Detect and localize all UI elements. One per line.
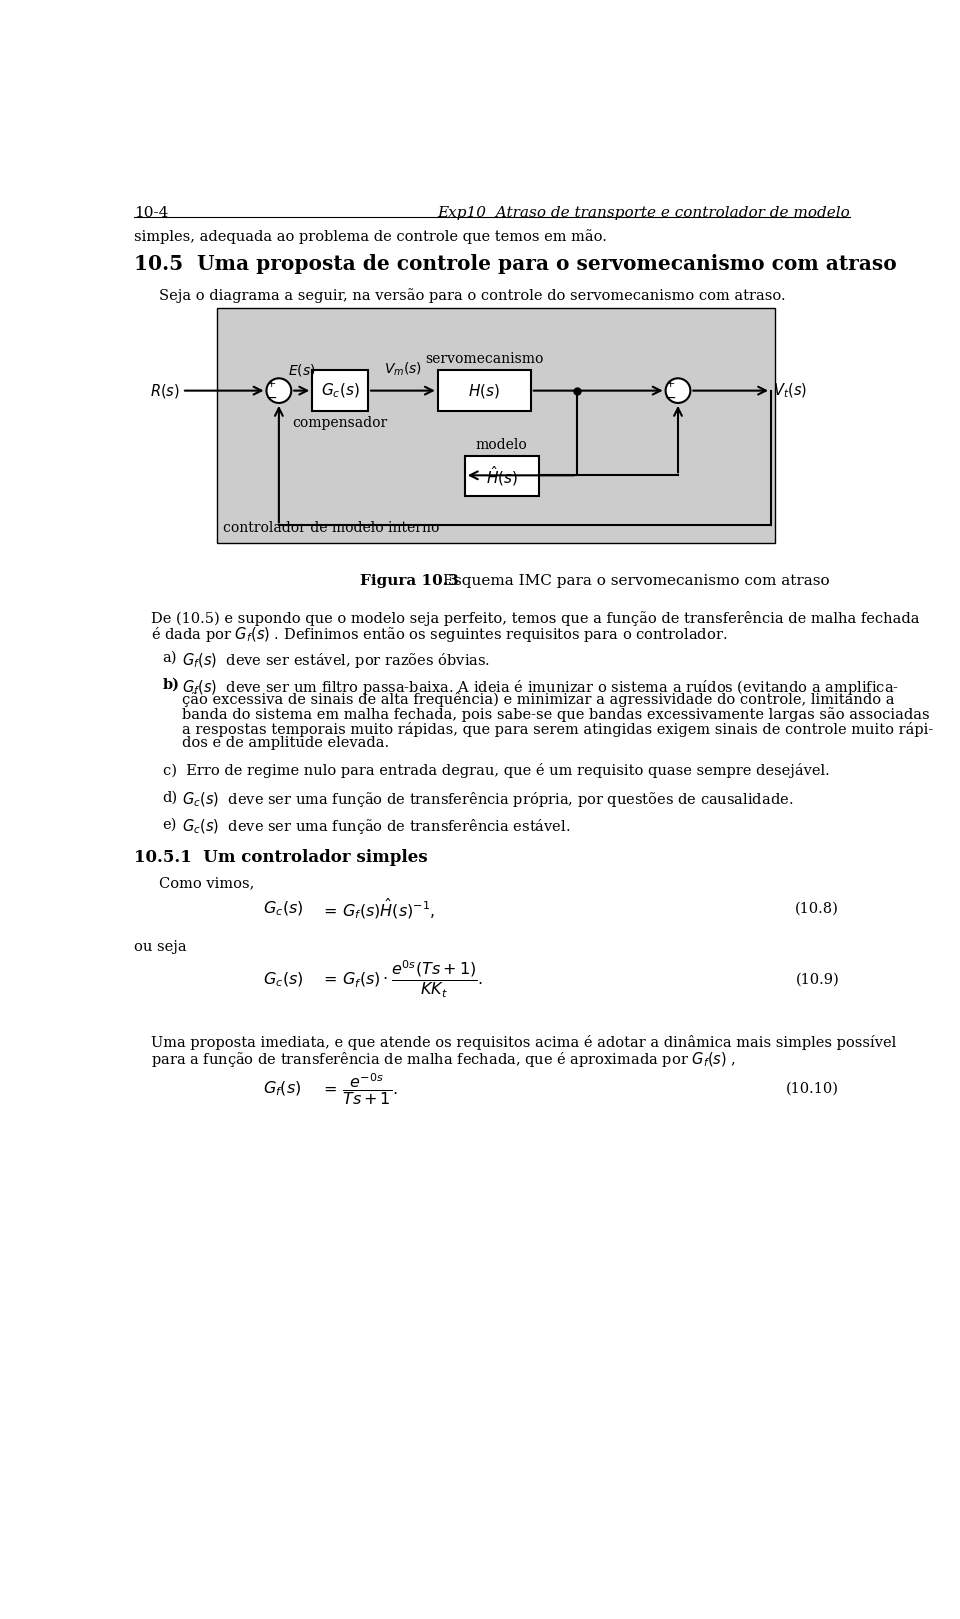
Text: $\hat{H}(s)$: $\hat{H}(s)$ xyxy=(486,465,517,487)
Text: modelo: modelo xyxy=(476,439,528,452)
Text: a respostas temporais muito rápidas, que para serem atingidas exigem sinais de c: a respostas temporais muito rápidas, que… xyxy=(182,722,933,737)
Text: 10.5.1  Um controlador simples: 10.5.1 Um controlador simples xyxy=(134,848,427,866)
Text: (10.9): (10.9) xyxy=(796,973,839,986)
Bar xyxy=(312,369,368,411)
Text: 10.5  Uma proposta de controle para o servomecanismo com atraso: 10.5 Uma proposta de controle para o ser… xyxy=(134,254,897,274)
Text: banda do sistema em malha fechada, pois sabe-se que bandas excessivamente largas: banda do sistema em malha fechada, pois … xyxy=(182,708,929,722)
Text: $G_c(s)$: $G_c(s)$ xyxy=(263,970,304,989)
Text: 10-4: 10-4 xyxy=(134,206,168,220)
Text: $V_m(s)$: $V_m(s)$ xyxy=(384,361,422,379)
Text: $= \, G_f(s)\hat{H}(s)^{-1},$: $= \, G_f(s)\hat{H}(s)^{-1},$ xyxy=(320,897,435,921)
Text: a): a) xyxy=(162,651,178,665)
Bar xyxy=(438,369,531,411)
Text: d): d) xyxy=(162,790,178,805)
Text: $G_f(s)$  deve ser estável, por razões óbvias.: $G_f(s)$ deve ser estável, por razões ób… xyxy=(182,651,491,670)
Text: $G_c(s)$  deve ser uma função de transferência própria, por questões de causalid: $G_c(s)$ deve ser uma função de transfer… xyxy=(182,790,793,810)
Text: $V_t(s)$: $V_t(s)$ xyxy=(774,382,807,400)
Text: servomecanismo: servomecanismo xyxy=(425,351,543,366)
Text: controlador de modelo interno: controlador de modelo interno xyxy=(223,521,440,536)
Text: (10.8): (10.8) xyxy=(795,902,839,916)
Text: (10.10): (10.10) xyxy=(786,1081,839,1096)
Text: e): e) xyxy=(162,818,177,831)
Text: simples, adequada ao problema de controle que temos em mão.: simples, adequada ao problema de control… xyxy=(134,228,607,244)
Text: −: − xyxy=(664,392,676,405)
Text: compensador: compensador xyxy=(293,416,388,431)
Text: $R(s)$: $R(s)$ xyxy=(150,382,180,400)
Text: b): b) xyxy=(162,678,180,691)
Text: Figura 10.3: Figura 10.3 xyxy=(360,573,459,588)
Text: é dada por $G_f(s)$ . Definimos então os seguintes requisitos para o controlador: é dada por $G_f(s)$ . Definimos então os… xyxy=(151,625,728,644)
Text: $E(s)$: $E(s)$ xyxy=(288,363,316,379)
Text: $G_c(s)$: $G_c(s)$ xyxy=(321,382,359,400)
Text: ou seja: ou seja xyxy=(134,939,186,954)
Text: $G_f(s)$: $G_f(s)$ xyxy=(263,1080,301,1098)
Text: Uma proposta imediata, e que atende os requisitos acima é adotar a dinâmica mais: Uma proposta imediata, e que atende os r… xyxy=(151,1035,897,1051)
Text: ção excessiva de sinais de alta frequência) e minimizar a agressividade do contr: ção excessiva de sinais de alta frequênc… xyxy=(182,693,895,708)
Text: $= \, G_f(s) \cdot \dfrac{e^{0s}(Ts+1)}{KK_t}.$: $= \, G_f(s) \cdot \dfrac{e^{0s}(Ts+1)}{… xyxy=(320,958,483,1001)
Text: $H(s)$: $H(s)$ xyxy=(468,382,500,400)
Text: dos e de amplitude elevada.: dos e de amplitude elevada. xyxy=(182,737,389,750)
Text: +: + xyxy=(665,379,675,390)
Circle shape xyxy=(267,379,291,403)
Text: Exp10  Atraso de transporte e controlador de modelo: Exp10 Atraso de transporte e controlador… xyxy=(438,206,850,220)
Circle shape xyxy=(665,379,690,403)
Text: Seja o diagrama a seguir, na versão para o controle do servomecanismo com atraso: Seja o diagrama a seguir, na versão para… xyxy=(158,288,785,303)
Bar xyxy=(465,457,539,495)
Text: $= \, \dfrac{e^{-0s}}{Ts+1}.$: $= \, \dfrac{e^{-0s}}{Ts+1}.$ xyxy=(320,1072,397,1107)
Text: $G_c(s)$: $G_c(s)$ xyxy=(263,900,304,918)
Text: $G_f(s)$  deve ser um filtro passa-baixa. A ideia é imunizar o sistema a ruídos : $G_f(s)$ deve ser um filtro passa-baixa.… xyxy=(182,678,899,696)
Text: +: + xyxy=(267,379,276,390)
Text: Como vimos,: Como vimos, xyxy=(158,876,254,890)
Text: −: − xyxy=(265,392,276,405)
Text: De (10.5) e supondo que o modelo seja perfeito, temos que a função de transferên: De (10.5) e supondo que o modelo seja pe… xyxy=(151,610,920,627)
Text: c)  Erro de regime nulo para entrada degrau, que é um requisito quase sempre des: c) Erro de regime nulo para entrada degr… xyxy=(162,763,829,779)
Text: para a função de transferência de malha fechada, que é aproximada por $G_f(s)$ ,: para a função de transferência de malha … xyxy=(151,1049,736,1069)
Text: Esquema IMC para o servomecanismo com atraso: Esquema IMC para o servomecanismo com at… xyxy=(438,573,829,588)
Text: $G_c(s)$  deve ser uma função de transferência estável.: $G_c(s)$ deve ser uma função de transfer… xyxy=(182,818,570,835)
Bar xyxy=(217,308,775,542)
